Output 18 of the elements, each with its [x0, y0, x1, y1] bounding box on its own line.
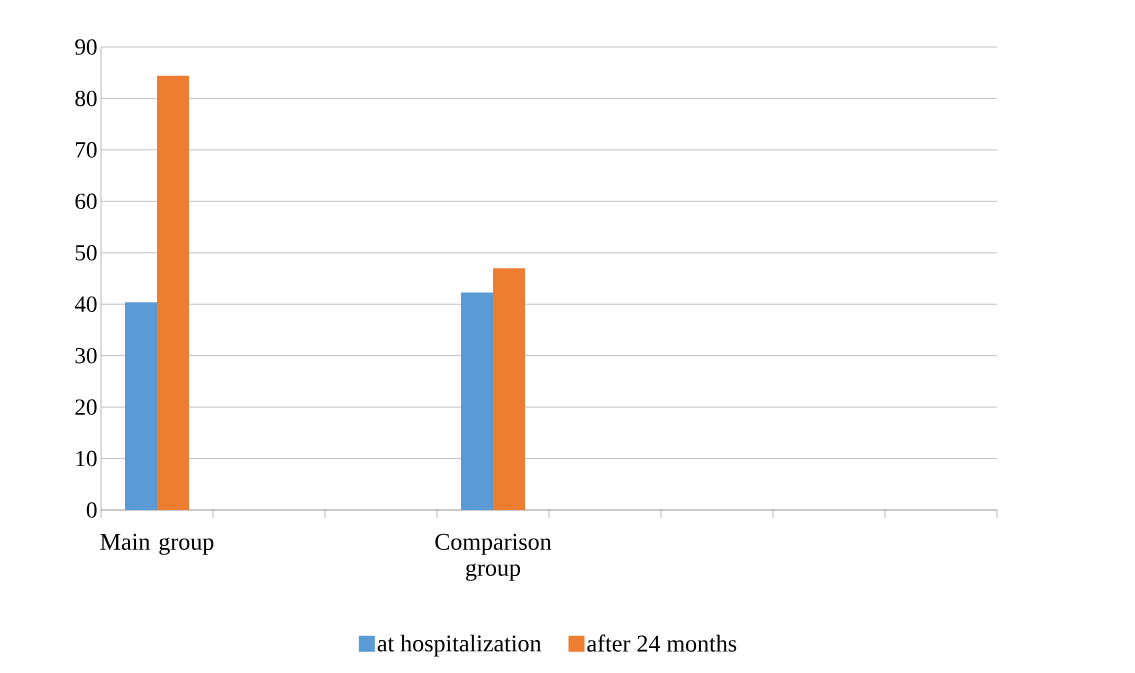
x-tick-label: Comparison group	[435, 533, 552, 581]
y-tick-label: 90	[75, 39, 97, 55]
y-tick-label: 60	[75, 193, 97, 210]
bar	[125, 302, 157, 510]
bar	[493, 268, 525, 510]
y-tick-label: 70	[75, 142, 97, 158]
y-tick-label: 10	[76, 450, 97, 467]
bar	[461, 292, 493, 510]
legend-label: at hospitalization	[377, 634, 542, 657]
legend-label: after 24 months	[587, 634, 737, 652]
y-tick-label: 50	[75, 245, 97, 261]
x-tick-label: Main group	[100, 533, 214, 555]
y-tick-label: 20	[75, 399, 97, 415]
y-tick-label: 0	[86, 502, 97, 518]
bar	[157, 75, 190, 510]
y-tick-label: 40	[74, 296, 97, 312]
y-tick-label: 30	[75, 347, 97, 364]
y-tick-label: 80	[75, 90, 97, 107]
